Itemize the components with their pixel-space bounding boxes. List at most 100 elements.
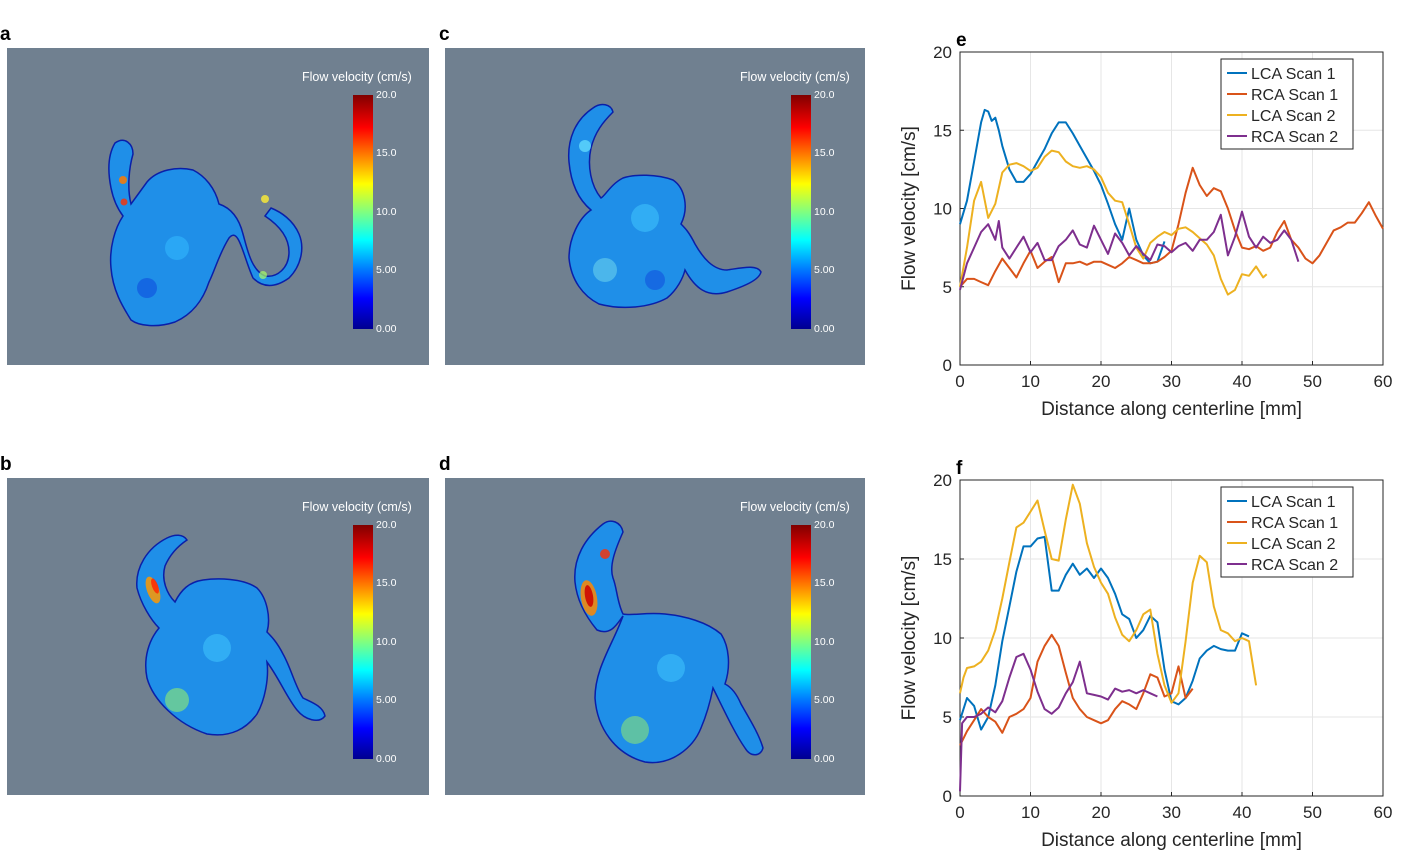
x-tick-label: 20: [1092, 803, 1111, 822]
hotspot: [584, 585, 594, 607]
colorbar: [353, 525, 373, 759]
hotspot: [203, 634, 231, 662]
vessel-shape: [567, 103, 762, 309]
colorbar-tick: 5.00: [376, 694, 397, 706]
colorbar-tick: 20.0: [814, 519, 835, 531]
colorbar-tick: 0.00: [376, 323, 397, 335]
colorbar-tick: 20.0: [376, 519, 397, 531]
legend-label: RCA Scan 1: [1251, 87, 1338, 104]
x-axis-label: Distance along centerline [mm]: [1041, 399, 1302, 420]
x-axis-label: Distance along centerline [mm]: [1041, 830, 1302, 851]
colorbar-tick: 15.0: [376, 147, 397, 159]
hotspot: [600, 549, 610, 559]
render-panel-c: Flow velocity (cm/s) 20.0 15.0 10.0 5.00…: [445, 48, 865, 365]
hotspot: [593, 258, 617, 282]
colorbar-title: Flow velocity (cm/s): [302, 500, 412, 514]
legend-label: LCA Scan 2: [1251, 108, 1336, 125]
y-tick-label: 10: [933, 200, 952, 219]
panel-label-f: f: [956, 458, 963, 479]
colorbar-tick: 10.0: [376, 206, 397, 218]
vessel-render-d: [574, 520, 764, 764]
hotspot: [631, 204, 659, 232]
colorbar-tick: 10.0: [376, 636, 397, 648]
y-axis-label: Flow velocity [cm/s]: [899, 556, 920, 721]
series-line: [959, 652, 1158, 792]
y-tick-label: 10: [933, 629, 952, 648]
hotspot: [645, 270, 665, 290]
colorbar: [353, 95, 373, 329]
colorbar-tick: 15.0: [814, 147, 835, 159]
hotspot: [137, 278, 157, 298]
hotspot: [579, 140, 591, 152]
y-tick-label: 0: [943, 787, 952, 806]
series-line: [959, 149, 1268, 296]
colorbar-tick: 20.0: [814, 89, 835, 101]
vessel-render-a: [108, 139, 303, 327]
colorbar-tick: 0.00: [814, 323, 835, 335]
render-panel-d: Flow velocity (cm/s) 20.0 15.0 10.0 5.00…: [445, 478, 865, 795]
legend-label: RCA Scan 1: [1251, 515, 1338, 532]
hotspot: [261, 195, 269, 203]
colorbar: [791, 525, 811, 759]
x-tick-label: 30: [1162, 803, 1181, 822]
vessel-shape: [574, 520, 764, 764]
hotspot: [165, 236, 189, 260]
colorbar-title: Flow velocity (cm/s): [302, 70, 412, 84]
y-tick-label: 5: [943, 708, 952, 727]
legend-label: LCA Scan 2: [1251, 536, 1336, 553]
panel-label-e: e: [956, 30, 967, 51]
series-line: [959, 535, 1250, 731]
panel-label-a: a: [0, 24, 11, 45]
colorbar: [791, 95, 811, 329]
legend-label: LCA Scan 1: [1251, 494, 1336, 511]
x-tick-label: 50: [1303, 372, 1322, 391]
render-panel-a: Flow velocity (cm/s) 20.0 15.0 10.0 5.00…: [7, 48, 429, 365]
x-tick-label: 60: [1374, 372, 1393, 391]
colorbar-tick: 10.0: [814, 636, 835, 648]
series-line: [959, 633, 1194, 746]
hotspot: [165, 688, 189, 712]
hotspot: [657, 654, 685, 682]
y-tick-label: 5: [943, 278, 952, 297]
panel-label-c: c: [439, 24, 450, 45]
y-tick-label: 20: [933, 43, 952, 62]
hotspot: [119, 176, 127, 184]
colorbar-title: Flow velocity (cm/s): [740, 500, 850, 514]
x-tick-label: 10: [1021, 372, 1040, 391]
series-line: [959, 483, 1258, 704]
x-tick-label: 0: [955, 803, 964, 822]
x-tick-label: 20: [1092, 372, 1111, 391]
x-tick-label: 10: [1021, 803, 1040, 822]
vessel-render-b: [136, 534, 326, 736]
series-line: [959, 210, 1300, 291]
x-tick-label: 30: [1162, 372, 1181, 391]
legend-label: LCA Scan 1: [1251, 66, 1336, 83]
y-tick-label: 20: [933, 471, 952, 490]
hotspot: [151, 578, 159, 594]
legend-label: RCA Scan 2: [1251, 557, 1338, 574]
colorbar-tick: 20.0: [376, 89, 397, 101]
hotspot: [621, 716, 649, 744]
colorbar-tick: 15.0: [376, 577, 397, 589]
y-tick-label: 15: [933, 121, 952, 140]
x-tick-label: 0: [955, 372, 964, 391]
colorbar-tick: 15.0: [814, 577, 835, 589]
legend-label: RCA Scan 2: [1251, 129, 1338, 146]
render-panel-b: Flow velocity (cm/s) 20.0 15.0 10.0 5.00…: [7, 478, 429, 795]
hotspot: [259, 271, 267, 279]
panel-label-b: b: [0, 454, 12, 475]
colorbar-tick: 5.00: [814, 694, 835, 706]
colorbar-tick: 0.00: [376, 753, 397, 765]
hotspot: [120, 198, 128, 206]
colorbar-tick: 5.00: [814, 264, 835, 276]
y-axis-label: Flow velocity [cm/s]: [899, 126, 920, 291]
y-tick-label: 0: [943, 356, 952, 375]
colorbar-tick: 10.0: [814, 206, 835, 218]
colorbar-tick: 5.00: [376, 264, 397, 276]
panel-label-d: d: [439, 454, 451, 475]
hotspot: [145, 576, 161, 604]
x-tick-label: 50: [1303, 803, 1322, 822]
vessel-shape: [136, 534, 326, 736]
x-tick-label: 40: [1233, 803, 1252, 822]
